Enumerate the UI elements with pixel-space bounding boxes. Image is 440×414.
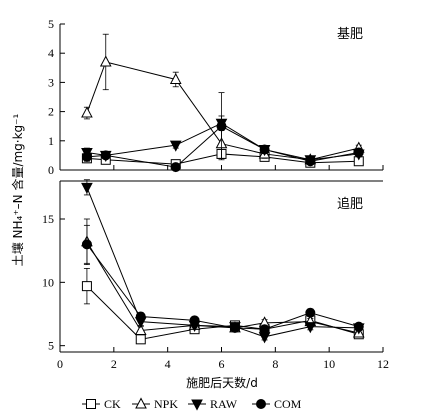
data-point <box>216 121 227 132</box>
panel-label: 基肥 <box>337 27 363 42</box>
legend-label: CK <box>104 397 121 411</box>
y-tick-label: 2 <box>48 105 54 119</box>
data-point <box>353 321 364 332</box>
x-axis-label: 施肥后天数/d <box>186 375 258 390</box>
data-point <box>99 55 112 67</box>
y-tick-label: 10 <box>42 275 54 289</box>
legend-label: COM <box>274 397 302 411</box>
x-tick-label: 6 <box>219 357 225 371</box>
data-point <box>189 315 200 326</box>
x-tick-label: 0 <box>57 357 63 371</box>
data-point <box>81 182 93 194</box>
data-point <box>135 311 146 322</box>
y-tick-label: 3 <box>48 75 54 89</box>
top-panel: 0 1 2 3 4 5 基肥 <box>48 17 384 177</box>
legend-item-ck: CK <box>82 397 121 411</box>
x-tick-label: 2 <box>111 357 117 371</box>
series-line <box>86 241 359 334</box>
series-line <box>86 285 359 340</box>
y-tick-label: 5 <box>48 17 54 31</box>
series-com <box>81 224 364 335</box>
y-axis-label: 土壤 NH₄⁺–N 含量/mg·kg⁻¹ <box>10 114 25 267</box>
x-tick-label: 4 <box>165 357 171 371</box>
data-point <box>259 144 270 155</box>
series-npk <box>81 218 365 338</box>
y-tick-label: 4 <box>48 46 54 60</box>
data-point <box>169 72 182 84</box>
x-tick-label: 8 <box>272 357 278 371</box>
x-tick-label: 12 <box>377 357 389 371</box>
data-point <box>305 156 316 167</box>
data-point <box>229 322 240 333</box>
series-line <box>86 187 359 338</box>
x-tick-label: 10 <box>323 357 335 371</box>
legend: CK NPK RAW COM <box>82 397 302 411</box>
y-tick-label: 0 <box>48 163 54 177</box>
legend-marker <box>86 399 96 409</box>
data-point <box>135 334 146 345</box>
data-point <box>259 324 270 335</box>
panel-label: 追肥 <box>337 196 363 212</box>
data-point <box>258 332 271 344</box>
data-point <box>170 162 181 173</box>
legend-marker <box>191 399 203 411</box>
bottom-panel: 5 10 15 0 2 4 6 8 10 12 追肥 <box>42 179 389 371</box>
legend-item-raw: RAW <box>188 397 238 411</box>
data-point <box>81 281 92 292</box>
y-tick-label: 5 <box>48 339 54 353</box>
series-com <box>81 92 364 173</box>
series-line <box>86 244 359 330</box>
series-npk <box>81 33 365 165</box>
data-point <box>81 239 92 250</box>
legend-label: NPK <box>154 397 178 411</box>
data-point <box>100 150 111 161</box>
legend-marker <box>135 397 147 409</box>
data-point <box>353 147 364 158</box>
y-tick-label: 1 <box>48 134 54 148</box>
data-point <box>81 106 93 118</box>
series-raw <box>81 179 365 344</box>
data-point <box>81 151 92 162</box>
data-point <box>134 323 147 335</box>
legend-item-npk: NPK <box>132 397 178 411</box>
data-point <box>305 307 316 318</box>
series-ck <box>81 267 364 345</box>
legend-marker <box>256 399 266 409</box>
y-tick-label: 15 <box>42 212 54 226</box>
legend-item-com: COM <box>252 397 302 411</box>
data-point <box>304 322 317 334</box>
data-point <box>169 140 182 152</box>
legend-label: RAW <box>210 397 238 411</box>
